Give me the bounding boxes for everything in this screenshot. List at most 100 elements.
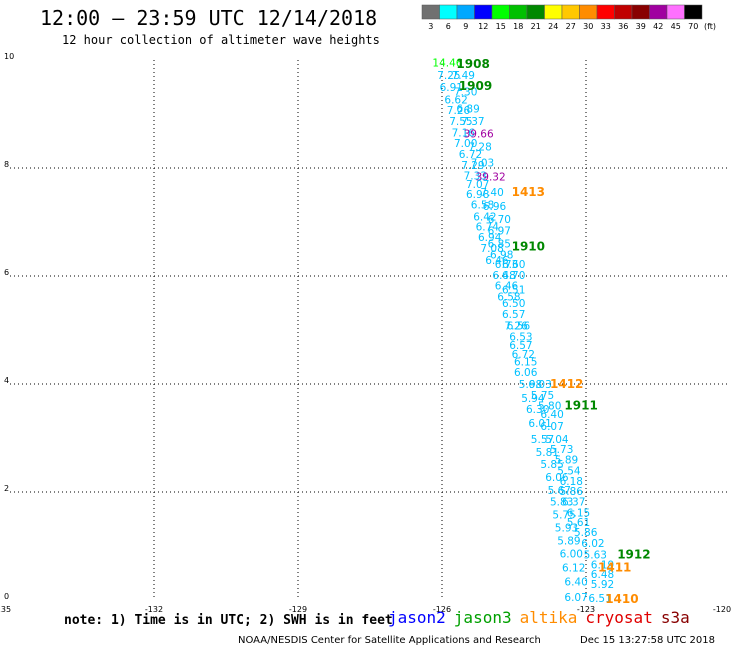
wave-height-label: 7.30 (454, 86, 477, 98)
y-tick-label: 2 (4, 484, 9, 493)
wave-height-label: 6.03 (528, 379, 551, 391)
pass-number-label: 1413 (512, 185, 545, 199)
wave-height-label: 6.51 (502, 285, 525, 297)
legend-swatch (544, 4, 563, 20)
x-tick-label: -132 (145, 605, 163, 614)
wave-height-label: 7.55 (449, 116, 472, 128)
wave-height-label: 14.46 (432, 58, 462, 70)
x-tick-label: -135 (0, 605, 11, 614)
legend-value: 27 (566, 22, 576, 31)
wave-height-label: 6.70 (488, 214, 511, 226)
wave-height-label: 6.46 (495, 281, 519, 293)
wave-height-label: 5.92 (591, 579, 614, 591)
wave-height-label: 6.06 (514, 367, 538, 379)
wave-height-label: 6.98 (490, 249, 513, 261)
wave-height-label: 6.98 (466, 189, 489, 201)
wave-height-label: 6.53 (509, 331, 532, 343)
wave-height-label: 6.12 (562, 563, 585, 575)
wave-height-label: 6.74 (476, 221, 500, 233)
wave-height-label: 7.49 (452, 70, 475, 82)
legend-swatch (579, 4, 598, 20)
wave-height-label: 6.48 (591, 569, 614, 581)
footer-note: note: 1) Time is in UTC; 2) SWH is in fe… (64, 613, 393, 628)
wave-height-label: 6.01 (528, 418, 551, 430)
legend-swatch (439, 4, 458, 20)
wave-height-label: 5.93 (555, 523, 578, 535)
page-title: 12:00 – 23:59 UTC 12/14/2018 (40, 6, 378, 30)
legend-value: 18 (513, 22, 523, 31)
legend-value: 3 (428, 22, 433, 31)
wave-height-label: 6.40 (540, 409, 563, 421)
wave-height-label: 7.00 (454, 138, 477, 150)
wave-height-label: 5.83 (550, 497, 573, 509)
wave-height-label: 6.42 (473, 212, 496, 224)
wave-height-label: 7.07 (466, 179, 489, 191)
wave-height-label: 7.25 (437, 70, 460, 82)
satellite-jason2: jason2 (388, 608, 446, 627)
wave-height-label: 6.85 (488, 239, 511, 251)
legend-swatch (631, 4, 650, 20)
y-tick-label: 10 (4, 52, 14, 61)
pass-number-label: 1912 (617, 548, 650, 562)
legend-value: 30 (583, 22, 593, 31)
wave-height-label: 6.70 (502, 270, 525, 282)
legend-swatch (684, 4, 703, 20)
satellite-altika: altika (519, 608, 578, 627)
wave-height-label: 6.19 (591, 559, 614, 571)
wave-height-label: 7.28 (468, 141, 491, 153)
legend-swatch (526, 4, 545, 20)
legend-swatch (666, 4, 685, 20)
wave-height-label: 39.32 (476, 172, 506, 184)
legend-value: 15 (496, 22, 506, 31)
legend-value: 70 (688, 22, 698, 31)
pass-number-label: 1412 (550, 377, 583, 391)
wave-height-label: 6.89 (456, 104, 479, 116)
y-tick-label: 6 (4, 268, 9, 277)
wave-height-label: 5.73 (550, 444, 573, 456)
legend-swatch (509, 4, 528, 20)
wave-height-label: 5.85 (540, 459, 563, 471)
wave-height-label: 7.29 (461, 160, 484, 172)
legend-value: 9 (463, 22, 468, 31)
legend-value: 42 (653, 22, 663, 31)
legend-swatch (421, 4, 440, 20)
wave-height-label: 5.89 (557, 536, 580, 548)
wave-height-label: 5.57 (531, 434, 554, 446)
wave-height-label: 6.48 (492, 270, 515, 282)
wave-height-label: 6.07 (540, 421, 563, 433)
wave-height-label: 6.15 (514, 356, 537, 368)
wave-height-label: 6.15 (567, 508, 590, 520)
wave-height-label: 6.94 (478, 232, 502, 244)
wave-height-label: 5.80 (538, 401, 561, 413)
wave-height-label: 6.18 (560, 476, 583, 488)
legend-value: 39 (636, 22, 646, 31)
legend-value: 45 (671, 22, 681, 31)
pass-number-label: 1909 (459, 79, 492, 93)
pass-number-label: 1910 (512, 239, 545, 253)
x-tick-label: -129 (289, 605, 307, 614)
legend-value: 21 (531, 22, 541, 31)
y-tick-label: 8 (4, 160, 9, 169)
wave-height-label: 5.61 (567, 517, 590, 529)
wave-height-label: 6.40 (564, 577, 587, 589)
pass-number-label: 1911 (564, 399, 597, 413)
wave-height-label: 39.66 (464, 128, 494, 140)
wave-height-label: 6.02 (581, 538, 604, 550)
legend-value: 12 (478, 22, 488, 31)
legend-swatch (491, 4, 510, 20)
legend-swatch (561, 4, 580, 20)
x-tick-label: -120 (713, 605, 731, 614)
wave-height-label: 6.46 (485, 255, 509, 267)
wave-height-label: 7.26 (447, 105, 471, 117)
footer-credit: NOAA/NESDIS Center for Satellite Applica… (238, 635, 541, 646)
wave-height-label: 7.16 (452, 127, 476, 139)
legend-swatch (614, 4, 633, 20)
wave-height-label: 7.33 (464, 171, 487, 183)
wave-height-label: 6.37 (562, 497, 585, 509)
satellite-s3a: s3a (660, 608, 690, 627)
y-tick-label: 0 (4, 592, 9, 601)
wave-height-label: 5.94 (521, 393, 545, 405)
wave-height-label: 6.56 (507, 321, 531, 333)
legend-swatch (649, 4, 668, 20)
